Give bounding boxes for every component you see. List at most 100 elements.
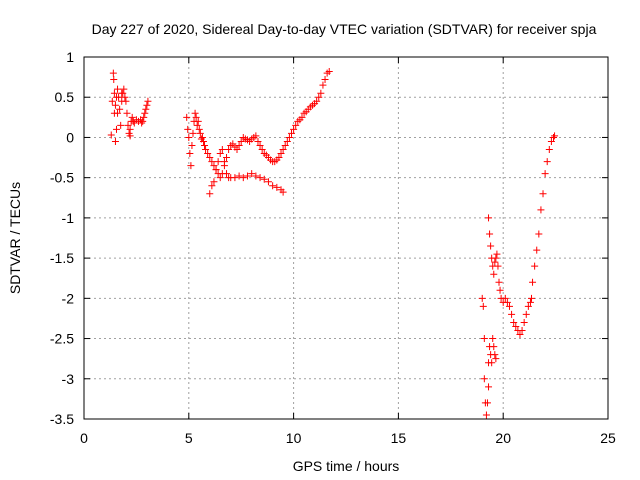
data-point	[298, 113, 306, 121]
data-point	[210, 162, 218, 170]
data-point	[252, 132, 260, 140]
data-point	[487, 242, 495, 250]
data-point	[510, 318, 518, 326]
data-point	[526, 298, 534, 306]
data-point	[223, 154, 231, 162]
data-point	[110, 76, 118, 84]
data-point	[194, 117, 202, 125]
data-point	[490, 343, 498, 351]
data-point	[313, 97, 321, 105]
data-point	[256, 141, 264, 149]
data-point	[290, 125, 298, 133]
data-point	[126, 125, 134, 133]
x-tick-label: 15	[391, 430, 407, 446]
data-point	[235, 172, 243, 180]
data-point	[116, 105, 124, 113]
data-point	[141, 109, 149, 117]
data-point	[122, 97, 130, 105]
x-tick-label: 25	[600, 430, 616, 446]
x-tick-label: 0	[80, 430, 88, 446]
data-point	[275, 154, 283, 162]
data-point	[111, 137, 119, 145]
data-point	[183, 113, 191, 121]
data-point	[202, 146, 210, 154]
data-point	[533, 246, 541, 254]
data-point	[110, 89, 118, 97]
data-point	[220, 158, 228, 166]
data-point	[206, 154, 214, 162]
x-tick-label: 20	[495, 430, 511, 446]
data-point	[218, 146, 226, 154]
data-point	[208, 158, 216, 166]
y-tick-label: 0	[66, 129, 74, 145]
y-tick-label: -2	[62, 290, 75, 306]
data-point	[485, 214, 493, 222]
data-point	[212, 166, 220, 174]
data-point	[264, 178, 272, 186]
y-tick-label: -1.5	[50, 250, 74, 266]
data-point	[206, 190, 214, 198]
data-point	[551, 132, 559, 140]
data-point	[233, 146, 241, 154]
data-point	[527, 294, 535, 302]
data-point	[480, 335, 488, 343]
y-axis-label: SDTVAR / TECUs	[7, 182, 23, 294]
data-point	[486, 230, 494, 238]
data-point	[543, 158, 551, 166]
data-point	[479, 302, 487, 310]
y-tick-label: -0.5	[50, 170, 74, 186]
data-point	[188, 141, 196, 149]
data-point	[485, 383, 493, 391]
data-point	[518, 327, 526, 335]
data-point	[114, 85, 122, 93]
data-point	[189, 129, 197, 137]
data-point	[317, 89, 325, 97]
data-point	[191, 109, 199, 117]
y-tick-label: -2.5	[50, 331, 74, 347]
data-point	[482, 411, 490, 419]
data-point	[292, 121, 300, 129]
data-point	[505, 302, 513, 310]
data-point	[283, 137, 291, 145]
data-point	[144, 97, 152, 105]
data-point	[254, 137, 262, 145]
data-point	[492, 355, 500, 363]
data-point	[281, 141, 289, 149]
data-series	[107, 67, 559, 419]
data-point	[277, 150, 285, 158]
data-point	[216, 150, 224, 158]
data-point	[252, 172, 260, 180]
data-point	[495, 278, 503, 286]
plot-frame	[83, 56, 609, 420]
data-point	[112, 93, 120, 101]
data-point	[273, 183, 281, 191]
data-point	[319, 81, 327, 89]
data-point	[223, 170, 231, 178]
data-point	[208, 182, 216, 190]
chart-title: Day 227 of 2020, Sidereal Day-to-day VTE…	[92, 21, 597, 37]
data-point	[214, 158, 222, 166]
data-point	[110, 109, 118, 117]
data-point	[512, 322, 520, 330]
data-point	[501, 294, 509, 302]
data-point	[120, 85, 128, 93]
data-point	[124, 121, 132, 129]
data-point	[256, 174, 264, 182]
data-point	[516, 331, 524, 339]
data-point	[489, 335, 497, 343]
data-point	[325, 67, 333, 75]
data-point	[494, 262, 502, 270]
data-point	[478, 294, 486, 302]
data-point	[260, 175, 268, 183]
data-point	[184, 125, 192, 133]
data-point	[108, 97, 116, 105]
y-axis: 1 0.5 0 -0.5 -1 -1.5 -2 -2.5 -3 -3.5	[50, 49, 608, 427]
data-point	[195, 125, 203, 133]
data-point	[279, 188, 287, 196]
data-point	[186, 150, 194, 158]
data-point	[111, 101, 119, 109]
data-point	[269, 182, 277, 190]
data-point	[488, 359, 496, 367]
data-point	[187, 162, 195, 170]
